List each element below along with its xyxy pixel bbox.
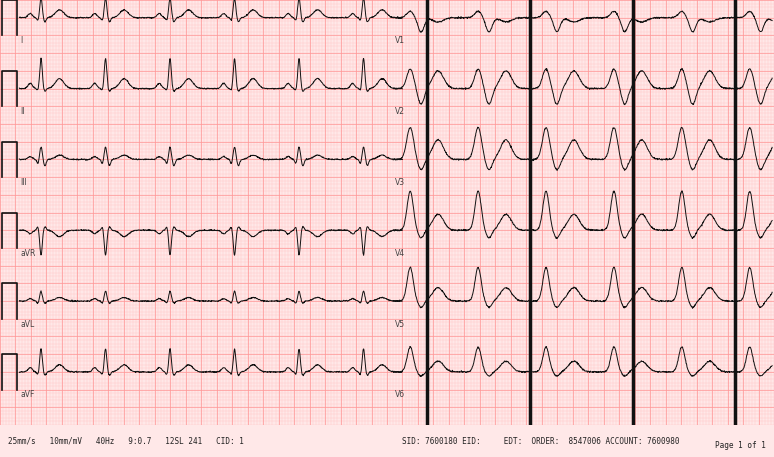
Text: aVF: aVF xyxy=(20,390,35,399)
Text: Page 1 of 1: Page 1 of 1 xyxy=(715,441,766,450)
Text: V4: V4 xyxy=(395,249,405,258)
Text: I: I xyxy=(20,36,22,45)
Text: aVL: aVL xyxy=(20,319,34,329)
Text: III: III xyxy=(20,178,27,187)
Text: aVR: aVR xyxy=(20,249,36,258)
Text: II: II xyxy=(20,107,25,116)
Text: V6: V6 xyxy=(395,390,405,399)
Text: V3: V3 xyxy=(395,178,405,187)
Text: V5: V5 xyxy=(395,319,405,329)
Text: 25mm/s   10mm/mV   40Hz   9:0.7   12SL 241   CID: 1: 25mm/s 10mm/mV 40Hz 9:0.7 12SL 241 CID: … xyxy=(8,436,244,446)
Text: V1: V1 xyxy=(395,36,405,45)
Text: SID: 7600180 EID:     EDT:  ORDER:  8547006 ACCOUNT: 7600980: SID: 7600180 EID: EDT: ORDER: 8547006 AC… xyxy=(402,436,680,446)
Text: V2: V2 xyxy=(395,107,405,116)
